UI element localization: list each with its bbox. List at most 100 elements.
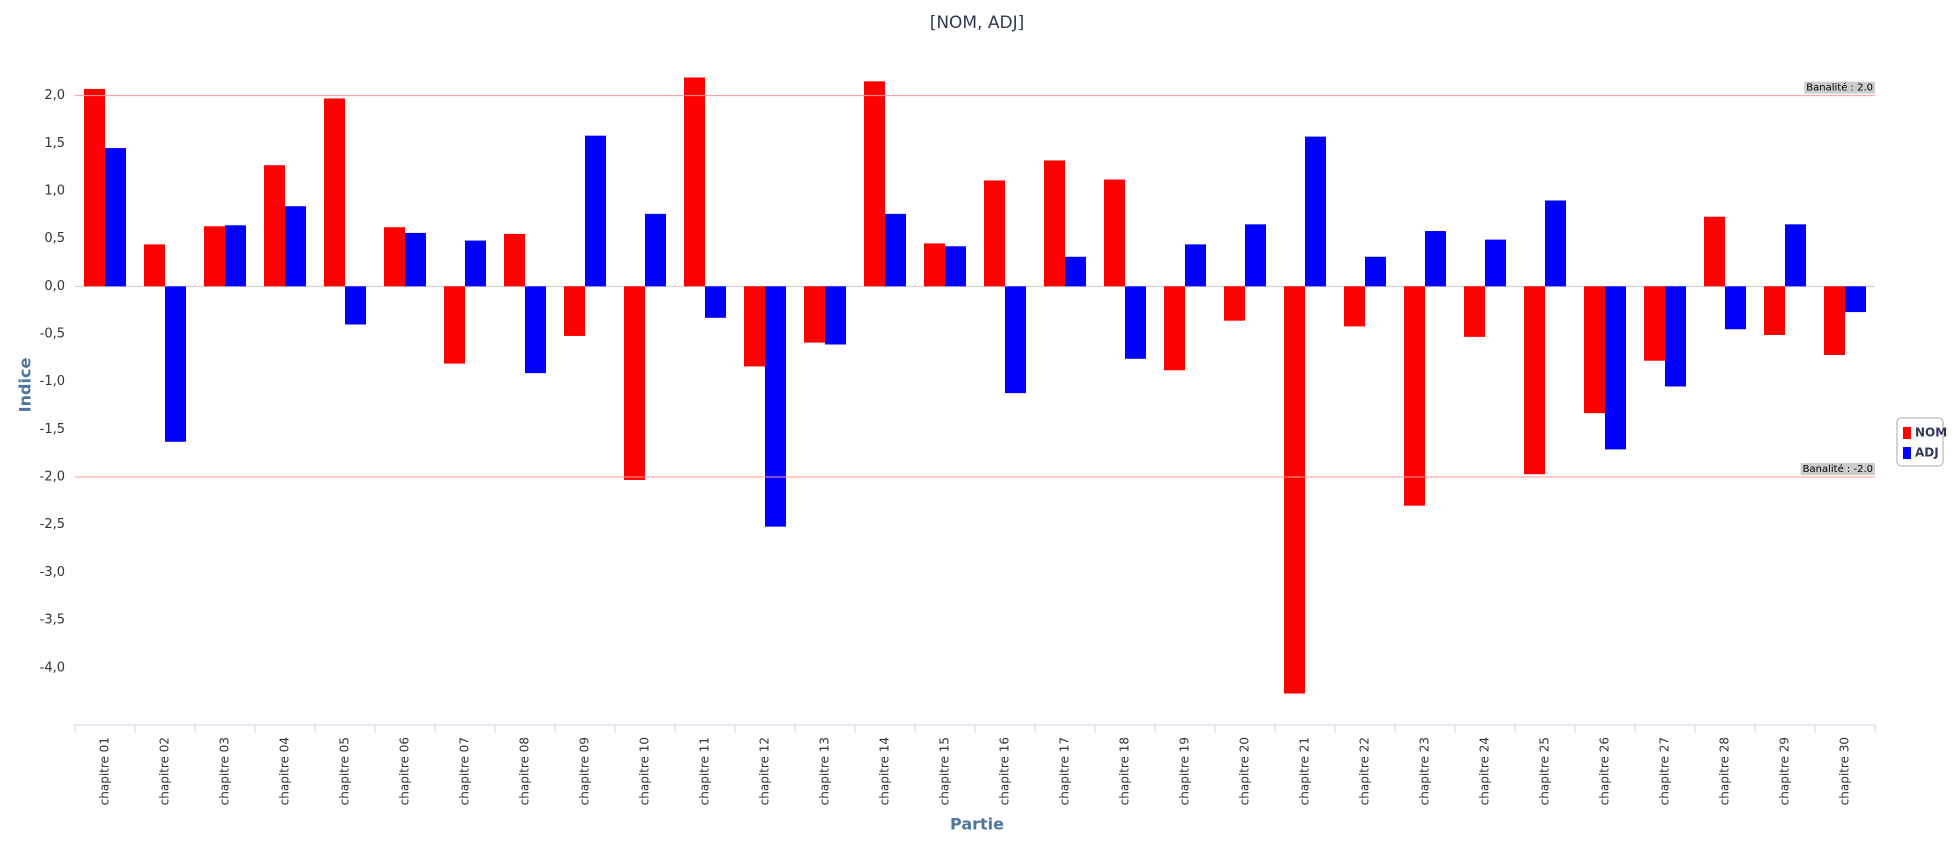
bar bbox=[1725, 286, 1746, 330]
y-tick-label: -2,5 bbox=[40, 517, 65, 532]
x-tick-label: chapitre 11 bbox=[698, 737, 712, 805]
bar bbox=[1185, 244, 1206, 287]
bar bbox=[684, 77, 705, 287]
bar bbox=[405, 232, 426, 287]
bar bbox=[1164, 286, 1185, 371]
y-tick-label: -4,0 bbox=[40, 660, 65, 675]
x-tick-label: chapitre 20 bbox=[1238, 737, 1252, 805]
bar bbox=[645, 213, 666, 287]
x-tick-label: chapitre 19 bbox=[1178, 737, 1192, 805]
y-tick-label: -3,5 bbox=[40, 613, 65, 628]
bar bbox=[564, 286, 585, 336]
bar bbox=[1044, 160, 1065, 287]
legend-item[interactable]: ADJ bbox=[1903, 446, 1939, 460]
y-tick-label: 1,5 bbox=[44, 136, 65, 151]
plot-line-label: Banalité : -2.0 bbox=[1803, 463, 1873, 475]
x-tick-label: chapitre 06 bbox=[398, 737, 412, 805]
bar bbox=[105, 148, 126, 287]
bar bbox=[144, 244, 165, 287]
y-tick-label: -1,5 bbox=[40, 422, 65, 437]
y-axis-title: Indice bbox=[16, 358, 35, 413]
bar bbox=[1485, 239, 1506, 287]
bar bbox=[1305, 136, 1326, 287]
bar bbox=[504, 233, 525, 287]
x-tick-label: chapitre 13 bbox=[818, 737, 832, 805]
bar bbox=[864, 81, 885, 287]
bar bbox=[1125, 286, 1146, 359]
bar bbox=[1425, 231, 1446, 287]
bar bbox=[525, 286, 546, 374]
bar bbox=[804, 286, 825, 343]
bar bbox=[165, 286, 186, 442]
x-tick-label: chapitre 10 bbox=[638, 737, 652, 805]
bar bbox=[1665, 286, 1686, 387]
x-tick-label: chapitre 03 bbox=[218, 737, 232, 805]
x-tick-label: chapitre 05 bbox=[338, 737, 352, 805]
x-tick-label: chapitre 01 bbox=[98, 737, 112, 805]
bar bbox=[984, 180, 1005, 287]
bar bbox=[585, 135, 606, 287]
bar bbox=[1524, 286, 1545, 475]
y-tick-label: 1,0 bbox=[44, 183, 65, 198]
bar bbox=[1404, 286, 1425, 506]
bar bbox=[264, 165, 285, 287]
bar bbox=[1065, 256, 1086, 287]
bar bbox=[1824, 286, 1845, 355]
x-tick-label: chapitre 08 bbox=[518, 737, 532, 805]
bar bbox=[1104, 179, 1125, 287]
x-tick-label: chapitre 18 bbox=[1118, 737, 1132, 805]
bar bbox=[945, 246, 966, 287]
bar bbox=[204, 226, 225, 287]
bar bbox=[1785, 224, 1806, 287]
bar bbox=[1704, 216, 1725, 287]
bar bbox=[624, 286, 645, 480]
x-tick-label: chapitre 27 bbox=[1658, 737, 1672, 805]
chart-title: [NOM, ADJ] bbox=[930, 13, 1025, 33]
bar bbox=[765, 286, 786, 527]
y-tick-label: -2,0 bbox=[40, 470, 65, 485]
bar bbox=[1845, 286, 1866, 313]
bar bbox=[705, 286, 726, 318]
bar bbox=[1605, 286, 1626, 450]
bar bbox=[1545, 200, 1566, 287]
bar bbox=[1245, 224, 1266, 287]
bar bbox=[1284, 286, 1305, 694]
bar bbox=[1764, 286, 1785, 335]
x-tick-label: chapitre 24 bbox=[1478, 737, 1492, 805]
x-tick-label: chapitre 15 bbox=[938, 737, 952, 805]
x-tick-label: chapitre 02 bbox=[158, 737, 172, 805]
bar bbox=[1644, 286, 1665, 361]
x-tick-label: chapitre 07 bbox=[458, 737, 472, 805]
x-tick-label: chapitre 04 bbox=[278, 737, 292, 805]
bar bbox=[924, 243, 945, 287]
bar bbox=[384, 227, 405, 287]
x-tick-label: chapitre 25 bbox=[1538, 737, 1552, 805]
legend-swatch bbox=[1903, 427, 1911, 439]
legend-label: ADJ bbox=[1915, 446, 1939, 460]
bar bbox=[345, 286, 366, 325]
y-tick-label: -1,0 bbox=[40, 374, 65, 389]
y-tick-label: -3,0 bbox=[40, 565, 65, 580]
bar bbox=[1365, 256, 1386, 287]
x-tick-label: chapitre 30 bbox=[1838, 737, 1852, 805]
bar bbox=[1344, 286, 1365, 327]
plot-line-label: Banalité : 2.0 bbox=[1806, 82, 1873, 94]
y-tick-label: 0,5 bbox=[44, 231, 65, 246]
x-tick-label: chapitre 16 bbox=[998, 737, 1012, 805]
x-tick-label: chapitre 09 bbox=[578, 737, 592, 805]
legend-label: NOM bbox=[1915, 426, 1947, 440]
bar bbox=[84, 88, 105, 287]
x-tick-label: chapitre 12 bbox=[758, 737, 772, 805]
y-tick-label: -0,5 bbox=[40, 327, 65, 342]
x-axis-title: Partie bbox=[950, 815, 1004, 834]
y-tick-label: 0,0 bbox=[44, 279, 65, 294]
bar bbox=[225, 225, 246, 287]
legend-item[interactable]: NOM bbox=[1903, 426, 1947, 440]
x-tick-label: chapitre 23 bbox=[1418, 737, 1432, 805]
bar bbox=[324, 98, 345, 287]
plot-line-label-bg bbox=[1804, 81, 1875, 94]
x-tick-label: chapitre 29 bbox=[1778, 737, 1792, 805]
bar bbox=[744, 286, 765, 367]
bar bbox=[444, 286, 465, 364]
